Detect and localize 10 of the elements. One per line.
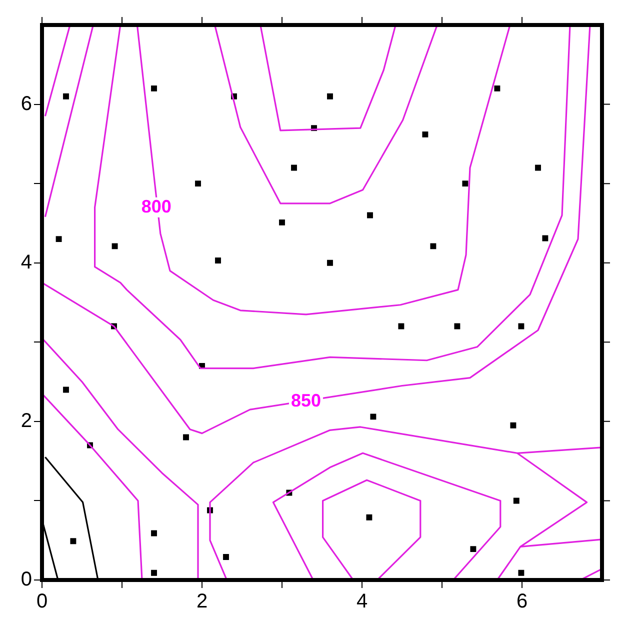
y-tick-label: 2 <box>20 410 32 432</box>
x-tick-label: 4 <box>356 590 368 613</box>
y-tick-label: 4 <box>20 251 32 274</box>
x-tick-label: 6 <box>516 590 528 613</box>
y-tick-label: 0 <box>20 568 32 591</box>
annotation: 850 <box>290 390 322 411</box>
annotation: 800 <box>141 196 172 216</box>
y-tick-label: 6 <box>20 92 32 115</box>
x-tick-label: 2 <box>196 590 208 613</box>
x-tick-label: 0 <box>36 590 48 613</box>
